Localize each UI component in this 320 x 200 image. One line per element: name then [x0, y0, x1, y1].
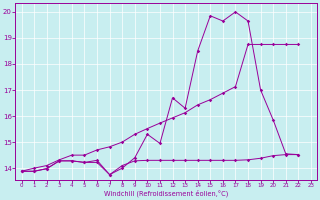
X-axis label: Windchill (Refroidissement éolien,°C): Windchill (Refroidissement éolien,°C)	[104, 190, 228, 197]
